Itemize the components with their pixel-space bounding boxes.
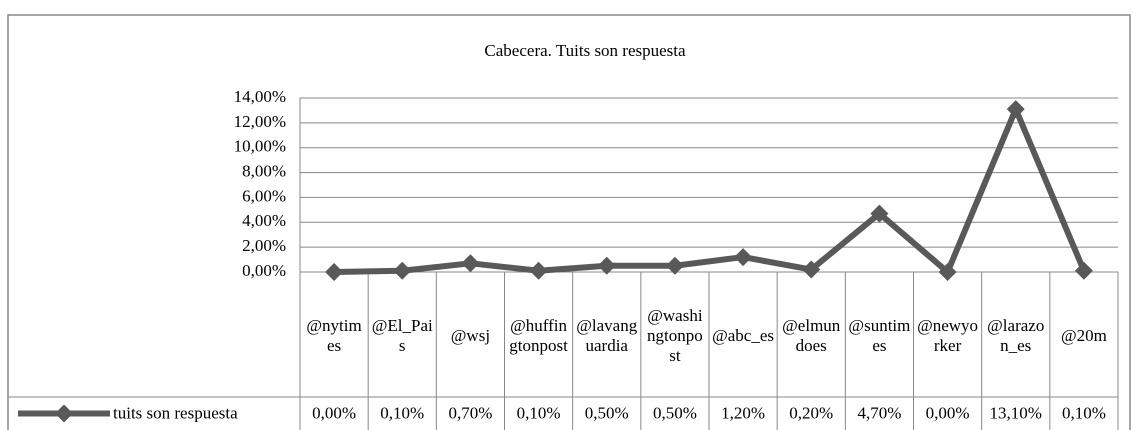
data-label: 0,20% <box>789 403 833 422</box>
y-tick-label: 10,00% <box>234 137 286 156</box>
data-label: 0,50% <box>585 403 629 422</box>
x-tick-label: @abc_es <box>712 326 775 345</box>
data-point <box>461 254 480 273</box>
y-tick-label: 6,00% <box>242 186 286 205</box>
data-point <box>597 256 616 275</box>
data-point <box>665 256 684 275</box>
x-tick-label: @20m <box>1060 326 1107 345</box>
x-tick-label: @larazon_es <box>987 316 1045 355</box>
data-label: 1,20% <box>721 403 765 422</box>
data-label: 4,70% <box>857 403 901 422</box>
data-label: 0,70% <box>448 403 492 422</box>
x-tick-label: @washingtonpost <box>647 306 703 365</box>
data-point <box>734 248 753 267</box>
data-point <box>802 260 821 279</box>
legend-label: tuits son respuesta <box>113 403 238 422</box>
chart-title: Cabecera. Tuits son respuesta <box>484 41 686 60</box>
data-label: 0,10% <box>380 403 424 422</box>
x-tick-label: @El_Pais <box>371 316 433 355</box>
data-label: 0,10% <box>517 403 561 422</box>
data-point <box>938 263 957 281</box>
x-tick-label: @nytimes <box>306 316 362 355</box>
data-point <box>529 261 548 280</box>
data-point <box>1006 100 1025 119</box>
data-label: 0,00% <box>926 403 970 422</box>
x-tick-label: @wsj <box>450 326 491 345</box>
y-tick-label: 2,00% <box>242 236 286 255</box>
y-tick-label: 0,00% <box>242 261 286 280</box>
data-label: 0,50% <box>653 403 697 422</box>
y-tick-label: 8,00% <box>242 161 286 180</box>
x-tick-label: @newyorker <box>917 316 979 355</box>
y-tick-label: 4,00% <box>242 211 286 230</box>
data-point <box>325 263 344 281</box>
series-line <box>334 106 1087 275</box>
data-label: 0,10% <box>1062 403 1106 422</box>
data-label: 13,10% <box>990 403 1042 422</box>
data-point <box>393 261 412 280</box>
x-tick-label: @lavanguardia <box>576 316 638 355</box>
legend-marker <box>55 404 73 423</box>
x-tick-label: @huffingtonpost <box>509 316 568 355</box>
y-tick-label: 12,00% <box>234 112 286 131</box>
data-point <box>1074 261 1093 280</box>
x-tick-label: @suntimes <box>848 316 911 355</box>
data-label: 0,00% <box>312 403 356 422</box>
y-tick-label: 14,00% <box>234 87 286 106</box>
x-tick-label: @elmundoes <box>782 316 841 355</box>
data-point <box>870 204 889 223</box>
